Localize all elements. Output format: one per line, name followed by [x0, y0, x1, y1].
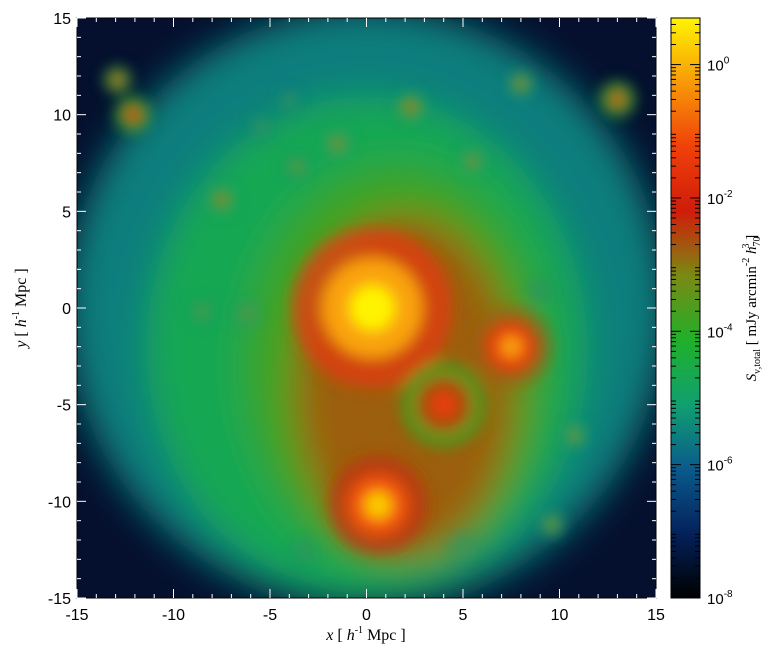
source-blob	[452, 534, 474, 557]
colorbar-label-h: h	[744, 246, 760, 254]
source-blob	[103, 65, 132, 94]
source-blob	[284, 154, 310, 180]
colorbar-label: Sν,total [ mJy arcmin-2 h703 ]	[741, 235, 763, 382]
heatmap-panel	[76, 17, 657, 599]
source-blob	[295, 542, 315, 561]
x-axis-label-unit: Mpc	[367, 627, 396, 644]
x-tick-label: 0	[362, 607, 371, 624]
source-blob	[396, 93, 425, 121]
colorbar-label-units: mJy arcmin	[744, 266, 760, 337]
y-tick-label: -5	[57, 398, 71, 415]
x-axis-label-var: x	[325, 627, 333, 644]
y-tick-label: 5	[62, 204, 71, 221]
y-axis-label-h: h	[13, 319, 30, 327]
source-blob	[539, 512, 565, 537]
source-blob	[292, 227, 453, 389]
colorbar-label-sub: ν,total	[752, 349, 763, 374]
x-axis-label: x [ h-1 Mpc ]	[325, 625, 405, 644]
y-tick-label: 10	[53, 108, 71, 125]
source-blob	[460, 148, 486, 174]
source-blob	[114, 96, 152, 134]
source-blob	[471, 306, 552, 387]
colorbar-tick-label: 10-6	[707, 456, 733, 475]
source-blob	[328, 455, 428, 555]
y-tick-label: 0	[62, 301, 71, 318]
heatmap-sources-layer	[103, 65, 636, 561]
x-axis-ticks: -15 -10 -5 0 5 10 15	[65, 18, 665, 624]
y-tick-label: 15	[53, 11, 71, 28]
x-axis-label-h: h	[347, 627, 355, 644]
colorbar-frame	[670, 17, 701, 599]
source-blob	[562, 423, 588, 448]
colorbar-label-hsub: 70	[752, 236, 763, 246]
source-blob	[191, 301, 214, 323]
source-blob	[323, 129, 352, 158]
source-blob	[234, 301, 260, 327]
colorbar-tick-label: 10-8	[707, 589, 733, 608]
x-axis-label-exp: -1	[355, 625, 363, 636]
source-blob	[207, 185, 236, 214]
y-axis-ticks: -15 -10 -5 0 5 10 15	[48, 11, 656, 608]
source-blob	[280, 91, 299, 111]
x-tick-label: -5	[263, 607, 277, 624]
colorbar-tick-label: 10-2	[707, 189, 733, 208]
source-blob	[400, 361, 487, 448]
colorbar: 10-8 10-6 10-4 10-2 100 Sν,total [ mJy arcmi…	[670, 17, 763, 608]
y-axis-label-unit: Mpc	[13, 278, 30, 307]
colorbar-tick-label: 10-4	[707, 322, 733, 341]
colorbar-label-hsup: 3	[741, 243, 752, 248]
x-tick-label: 5	[459, 607, 468, 624]
colorbar-ticks: 10-8 10-6 10-4 10-2 100	[671, 17, 733, 608]
x-tick-label: 10	[551, 607, 569, 624]
y-axis-label-var: y	[13, 340, 30, 350]
y-axis-label: y [ h-1 Mpc ]	[11, 268, 30, 349]
x-tick-label: -10	[162, 607, 185, 624]
x-tick-label: -15	[65, 607, 88, 624]
y-axis-label-exp: -1	[11, 311, 22, 319]
colorbar-fill	[671, 18, 700, 598]
colorbar-label-exp: -2	[741, 258, 752, 266]
source-blob	[530, 281, 550, 300]
source-blob	[508, 71, 534, 97]
colorbar-tick-label: 100	[707, 56, 730, 75]
source-blob	[251, 117, 270, 136]
y-tick-label: -15	[48, 591, 71, 608]
x-tick-label: 15	[647, 607, 665, 624]
y-tick-label: -10	[48, 494, 71, 511]
source-blob	[598, 80, 636, 118]
colorbar-label-S: S	[744, 373, 760, 381]
